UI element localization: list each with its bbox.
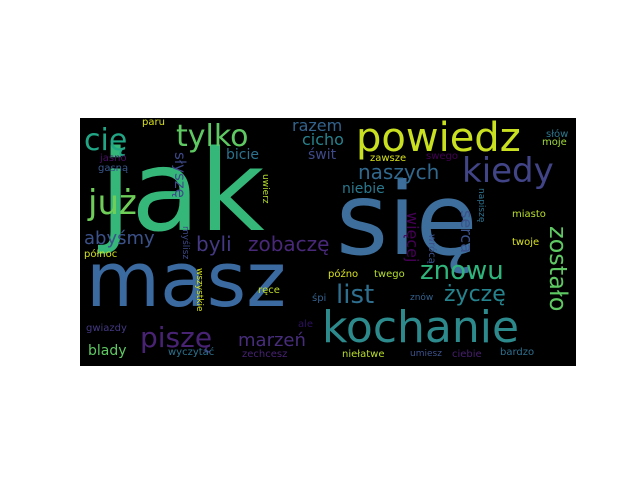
word-serca: serca (457, 210, 476, 254)
word-pozno: późno (328, 269, 359, 280)
word-rece: ręce (258, 285, 280, 296)
word-powiedz: powiedz (356, 118, 521, 161)
word-slysze: słyszę (171, 152, 189, 198)
word-tylko: tylko (176, 119, 249, 154)
word-niebie: niebie (342, 181, 385, 197)
word-list: list (336, 280, 375, 310)
word-bicie: bicie (226, 147, 259, 163)
word-znowu: znowu (420, 256, 504, 286)
word-cloud: jak się masz kochanie powiedz kiedy tylk… (80, 118, 576, 366)
word-kochanie: kochanie (322, 302, 520, 353)
word-twego: twego (374, 269, 405, 280)
word-spi: śpi (312, 293, 327, 304)
word-zostalo: zostało (544, 226, 572, 312)
word-zechcesz: zechcesz (242, 349, 288, 360)
word-paru: paru (142, 118, 165, 128)
word-uwierz: uwierz (260, 174, 270, 204)
word-swego: swego (426, 151, 459, 162)
word-jak: jak (100, 127, 265, 257)
word-twoje: twoje (512, 237, 540, 248)
word-myslisz: myślisz (180, 226, 190, 260)
word-polnoc: północ (84, 249, 118, 260)
word-jasno: jasno (100, 153, 127, 164)
word-wiecej: więcej (403, 212, 422, 263)
word-razem: razem (292, 118, 343, 135)
word-byli: byli (196, 232, 232, 256)
word-masz: masz (86, 235, 287, 324)
word-naszych: naszych (358, 160, 440, 184)
word-zobacze: zobaczę (248, 232, 330, 256)
word-bardzo: bardzo (500, 347, 535, 358)
word-wyczytac: wyczytać (168, 347, 215, 358)
word-gasna: gasną (98, 163, 129, 174)
word-miasto: miasto (512, 209, 546, 220)
word-blady: blady (88, 343, 127, 359)
word-wszystkie: wszystkie (194, 268, 204, 312)
word-umiesz: umiesz (410, 349, 442, 359)
word-wroca: wrócą (426, 234, 437, 264)
word-ciebie: ciebie (452, 349, 482, 360)
word-zawsze: zawsze (370, 153, 407, 164)
word-abysmy: abyśmy (84, 228, 155, 249)
word-kiedy: kiedy (462, 151, 554, 191)
word-ale: ale (298, 319, 314, 330)
word-napisze: napiszę (476, 188, 486, 223)
word-cie: cię (84, 123, 128, 158)
word-znow: znów (410, 293, 434, 303)
word-gwiazdy: gwiazdy (86, 323, 127, 334)
word-cicho: cicho (302, 130, 344, 149)
word-sie: się (336, 161, 478, 278)
word-moje: moje (542, 137, 567, 148)
word-marzen: marzeń (238, 330, 306, 351)
word-juz: już (88, 183, 137, 223)
word-swit: świt (308, 147, 337, 163)
word-zycze: życzę (444, 282, 506, 307)
word-pisze: piszę (140, 321, 213, 354)
word-nielatwe: niełatwe (342, 349, 385, 360)
word-slow: słów (546, 129, 569, 140)
